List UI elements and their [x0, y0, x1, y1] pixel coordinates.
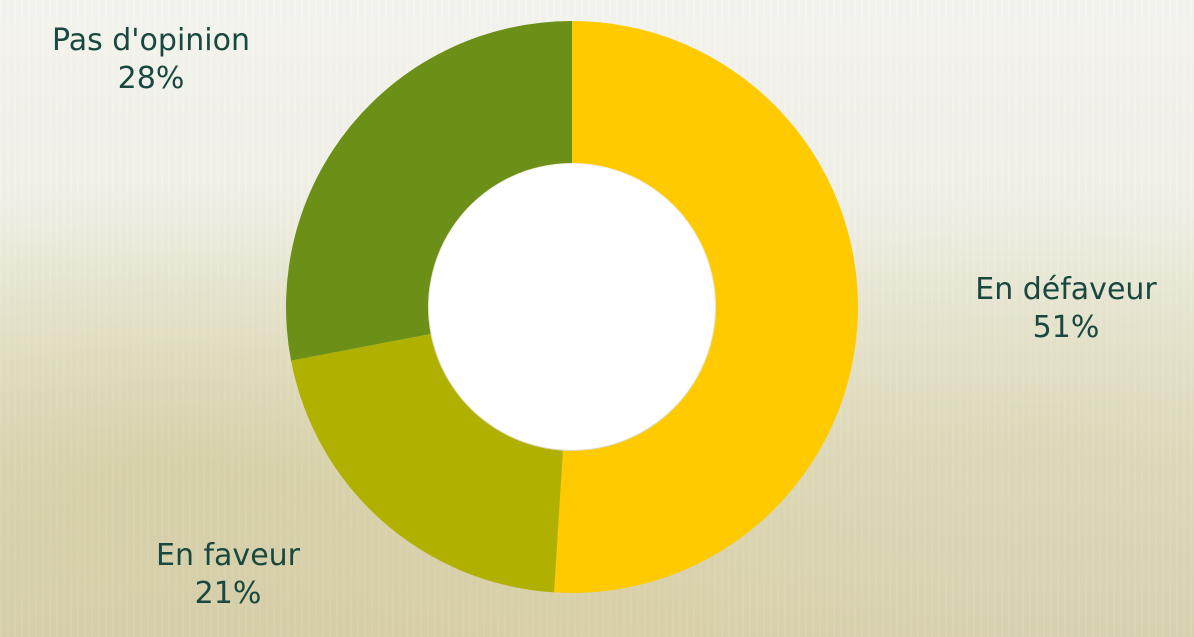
donut-slice-pas-d-opinion: [286, 21, 572, 361]
slice-label-value: 51%: [1032, 309, 1100, 345]
slice-label-text: En faveur: [155, 538, 300, 573]
slice-label-value: 28%: [117, 60, 185, 96]
slice-label-en-faveur: En faveur 21%: [110, 537, 346, 612]
donut-slice-en-faveur: [291, 333, 563, 593]
donut-slice-en-d-faveur: [554, 21, 859, 593]
slice-label-value: 21%: [194, 575, 262, 611]
donut-center: [429, 164, 715, 450]
slice-label-text: Pas d'opinion: [51, 23, 251, 58]
slice-label-en-defaveur: En défaveur 51%: [938, 271, 1194, 346]
slice-label-pas-d-opinion: Pas d'opinion 28%: [16, 22, 286, 97]
slice-label-text: En défaveur: [975, 272, 1157, 307]
